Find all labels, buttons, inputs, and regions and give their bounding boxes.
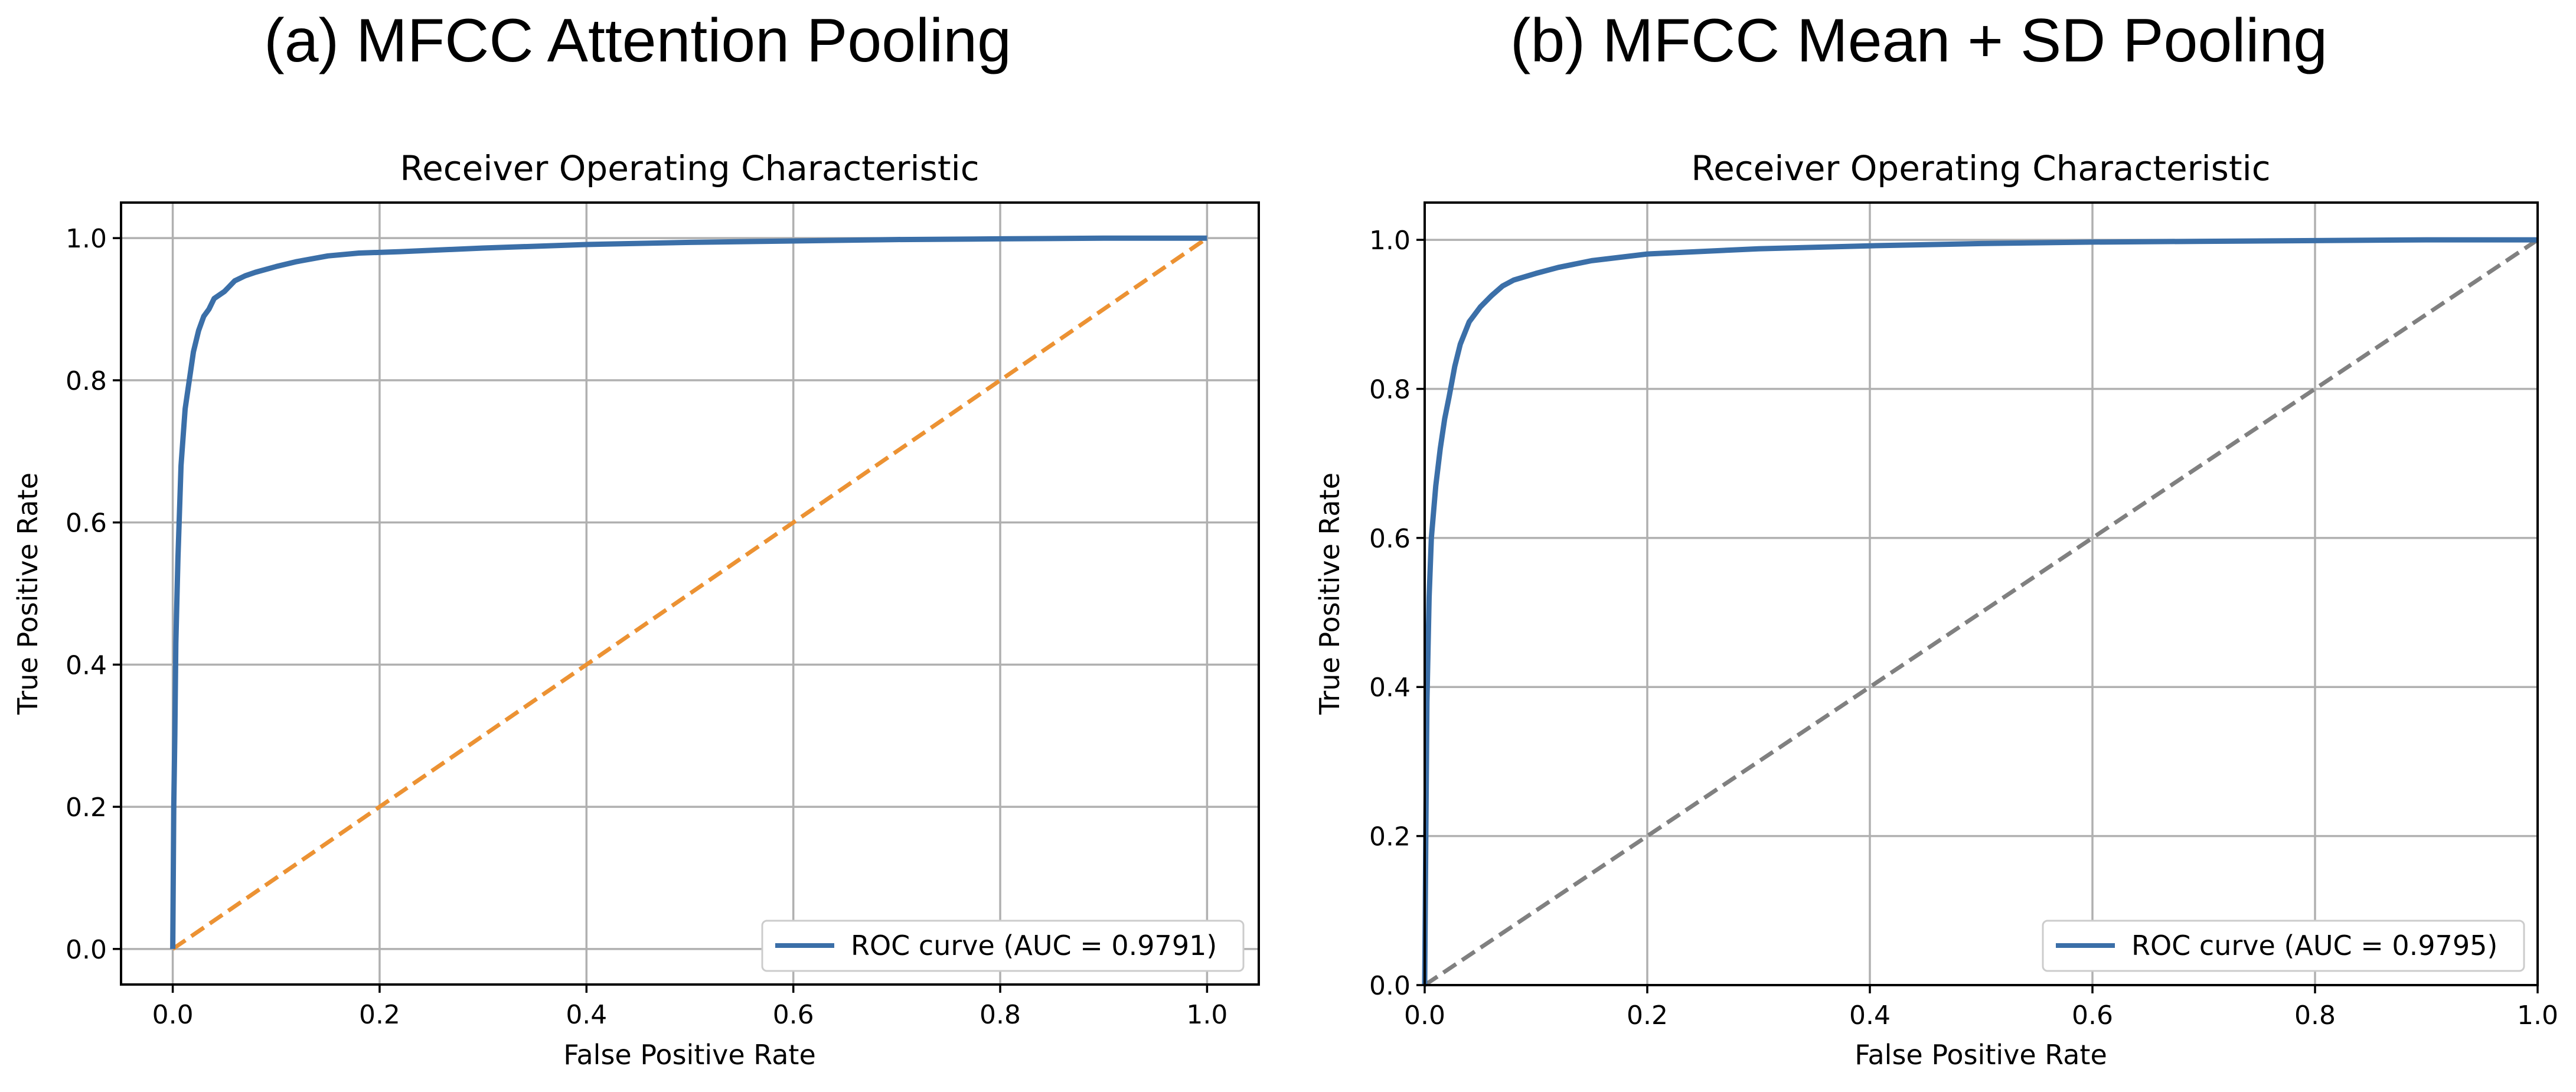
x-tick-label: 0.8: [980, 1000, 1021, 1030]
y-tick-label: 0.0: [1369, 971, 1411, 1001]
x-tick-label: 0.6: [773, 1000, 814, 1030]
y-tick-label: 0.6: [66, 508, 107, 539]
x-tick-label: 0.8: [2294, 1000, 2336, 1031]
x-tick-label: 0.4: [1849, 1000, 1891, 1031]
chance-diagonal-line: [1424, 238, 2539, 987]
chance-diagonal-line: [171, 236, 1209, 951]
chart-a-marks: [170, 235, 1209, 951]
x-tick-label: 0.0: [1404, 1000, 1445, 1031]
x-tick-label: 0.2: [1627, 1000, 1668, 1031]
roc-chart-a: 0.0 0.2 0.4 0.6 0.8 1.0 0.0 0.2 0.4 0.6 0.8 1.0 Rec…: [12, 148, 1260, 1071]
chart-b-ylabel: True Positive Rate: [1314, 472, 1346, 715]
y-tick-label: 0.0: [66, 935, 107, 965]
y-tick-label: 0.8: [66, 366, 107, 396]
chart-b-xlabel: False Positive Rate: [1855, 1039, 2107, 1071]
chart-a-legend: ROC curve (AUC = 0.9791): [761, 920, 1245, 972]
chart-a-frame: [120, 201, 1260, 986]
x-tick-label: 0.6: [2072, 1000, 2113, 1031]
chart-b-marks: [1422, 237, 2539, 987]
y-tick-label: 0.8: [1369, 374, 1411, 405]
x-tick-label: 0.2: [359, 1000, 400, 1030]
roc-chart-b: 0.0 0.2 0.4 0.6 0.8 1.0 0.0 0.2 0.4 0.6 0.8 1.0 Rec…: [1314, 148, 2558, 1071]
panel-heading-b: (b) MFCC Mean + SD Pooling: [1510, 6, 2328, 75]
roc-curve-line: [1422, 237, 2538, 986]
chart-b-legend-label: ROC curve (AUC = 0.9795): [2131, 930, 2497, 961]
y-tick-label: 0.2: [66, 793, 107, 823]
chart-a-title: Receiver Operating Characteristic: [400, 148, 979, 188]
y-tick-label: 0.2: [1369, 822, 1411, 852]
roc-curve-line: [170, 235, 1207, 949]
x-tick-label: 0.0: [152, 1000, 194, 1030]
chart-b-grid: [1424, 203, 2539, 986]
chart-a-ylabel: True Positive Rate: [12, 472, 44, 715]
chart-b-ticks: 0.0 0.2 0.4 0.6 0.8 1.0 0.0 0.2 0.4 0.6 0.8 1.0: [1369, 226, 2558, 1031]
x-tick-label: 0.4: [566, 1000, 607, 1030]
chart-a-xlabel: False Positive Rate: [563, 1039, 816, 1071]
chart-b-legend-box: [2042, 920, 2525, 972]
chart-a-legend-label: ROC curve (AUC = 0.9791): [851, 930, 1217, 961]
y-tick-label: 0.4: [66, 650, 107, 680]
chart-a-ticks: 0.0 0.2 0.4 0.6 0.8 1.0 0.0 0.2 0.4 0.6 0.8 1.0: [66, 224, 1227, 1030]
x-tick-label: 1.0: [2517, 1000, 2558, 1031]
chart-b-legend: ROC curve (AUC = 0.9795): [2042, 920, 2525, 972]
chart-b-frame: [1424, 201, 2539, 986]
x-tick-label: 1.0: [1186, 1000, 1227, 1030]
y-tick-label: 0.6: [1369, 524, 1411, 554]
chart-a-legend-box: [761, 920, 1245, 972]
panel-heading-a: (a) MFCC Attention Pooling: [264, 6, 1011, 75]
y-tick-label: 1.0: [66, 224, 107, 254]
chart-b-title: Receiver Operating Characteristic: [1691, 148, 2270, 188]
y-tick-label: 0.4: [1369, 673, 1411, 703]
y-tick-label: 1.0: [1369, 226, 1411, 256]
